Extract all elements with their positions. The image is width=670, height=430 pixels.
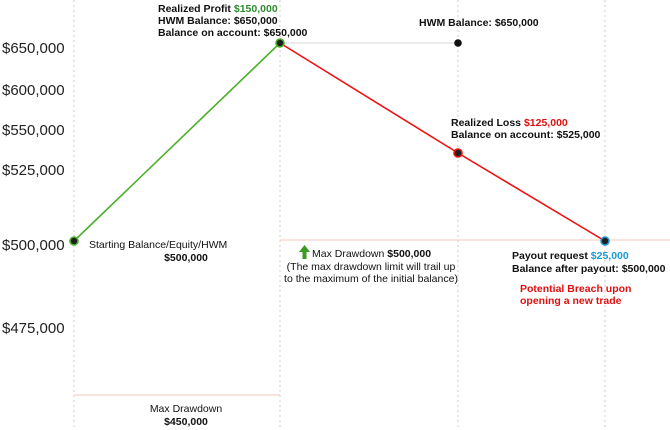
data-point [275,38,285,48]
data-points [69,38,610,246]
start-value: $500,000 [164,252,208,264]
max-drawdown-note-1: (The max drawdown limit will trail up [287,261,456,273]
y-tick-label: $475,000 [2,320,65,337]
profit-annotation: Realized Profit $150,000 [158,3,278,15]
grid [73,0,606,430]
max-drawdown-note-2: to the maximum of the initial balance) [284,273,458,285]
payout-balance-text: Balance after payout: $500,000 [512,263,666,275]
data-point [600,236,610,246]
max-drawdown-mid-annotation: Max Drawdown $500,000 [312,248,431,260]
data-point [454,39,462,47]
breach-warning-line1: Potential Breach upon [520,283,631,295]
payout-annotation: Payout request $25,000 [512,250,629,262]
start-annotation: Starting Balance/Equity/HWM [89,239,227,251]
data-point [453,148,463,158]
y-tick-label: $525,000 [2,162,65,179]
series-lines [73,42,606,242]
up-arrow-icon [299,245,310,259]
series-line [73,42,281,242]
drawdown-levels [74,42,670,396]
y-tick-label: $600,000 [2,82,65,99]
profit-hwm-text: HWM Balance: $650,000 [158,15,278,27]
breach-warning-line2: opening a new trade [520,295,622,307]
series-line [279,42,606,242]
loss-balance-text: Balance on account: $525,000 [451,129,601,141]
max-drawdown-low-label: Max Drawdown [150,403,223,415]
y-tick-label: $550,000 [2,122,65,139]
y-axis-ticks: $650,000 $600,000 $550,000 $525,000 $500,000… [2,40,65,337]
y-tick-label: $500,000 [2,237,65,254]
data-point [69,236,79,246]
max-drawdown-low-value: $450,000 [164,416,208,428]
hwm-annotation: HWM Balance: $650,000 [419,17,539,29]
loss-annotation: Realized Loss $125,000 [451,117,568,129]
profit-balance-text: Balance on account: $650,000 [158,27,308,39]
y-tick-label: $650,000 [2,40,65,57]
